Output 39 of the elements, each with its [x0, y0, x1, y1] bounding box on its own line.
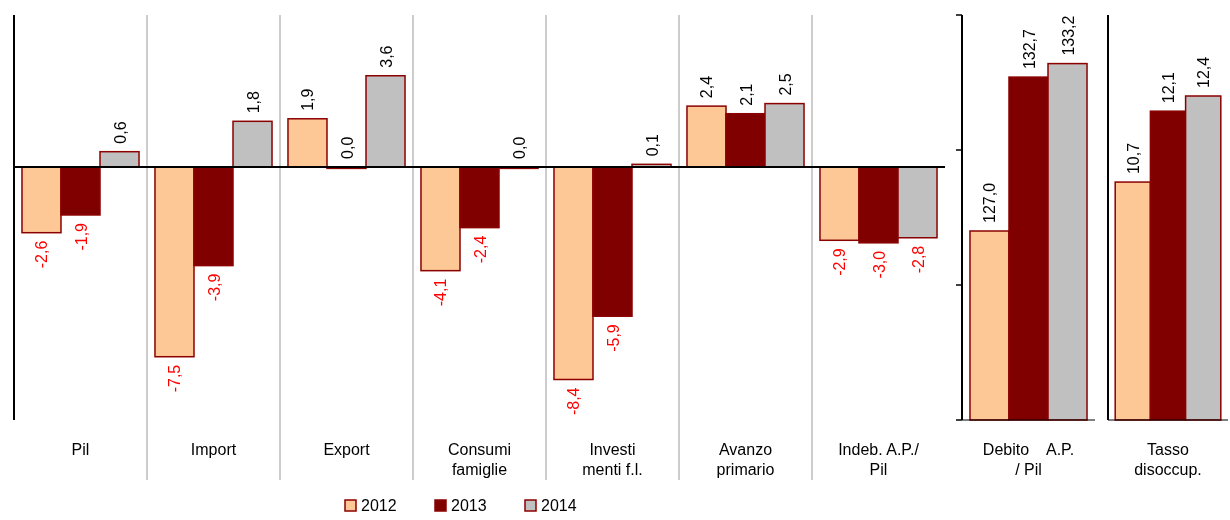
data-label: -3,0	[870, 250, 888, 279]
x-tick-label: Investi menti f.l.	[582, 441, 643, 478]
data-label: -7,5	[166, 364, 184, 393]
legend-label: 2014	[541, 497, 577, 514]
data-label: 10,7	[1124, 142, 1142, 175]
data-label: -2,8	[909, 245, 927, 274]
data-label: 2,4	[698, 75, 716, 99]
data-label: -5,9	[604, 324, 622, 352]
data-label: -4,1	[432, 278, 450, 307]
x-tick-label: Import	[190, 441, 237, 458]
data-label: -2,9	[831, 248, 849, 276]
legend-label: 2012	[361, 497, 397, 514]
data-label: 0,0	[338, 136, 356, 159]
x-tick-label: Export	[323, 441, 371, 458]
x-tick-label: Pil	[71, 441, 90, 458]
data-label: 133,2	[1059, 15, 1077, 56]
data-label: 0,0	[510, 136, 528, 159]
x-tick-label: Indeb. A.P./ Pil	[838, 441, 920, 478]
data-label: -2,6	[33, 240, 51, 269]
x-tick-label: Avanzo primario	[716, 441, 775, 478]
data-label: 1,9	[299, 88, 317, 111]
data-label: 3,6	[377, 45, 395, 68]
x-tick-label: Consumi famiglie	[447, 441, 512, 478]
x-tick-label: Debito A.P. / Pil	[982, 441, 1075, 478]
data-label: 132,7	[1020, 28, 1038, 70]
data-label: 2,1	[737, 83, 755, 106]
data-label: -1,9	[72, 222, 90, 251]
data-label: -8,4	[565, 387, 583, 416]
data-label: 12,4	[1195, 56, 1213, 88]
x-tick-label: Tasso disoccup.	[1134, 441, 1202, 478]
data-label: -2,4	[471, 235, 489, 264]
data-label: 0,1	[643, 134, 661, 157]
data-label: -3,9	[205, 273, 223, 302]
data-label: 12,1	[1160, 71, 1177, 104]
data-label: 1,8	[244, 90, 262, 114]
data-label: 0,6	[111, 121, 129, 144]
data-label: 127,0	[981, 182, 999, 223]
data-label: 2,5	[776, 73, 794, 96]
legend-label: 2013	[451, 497, 487, 514]
